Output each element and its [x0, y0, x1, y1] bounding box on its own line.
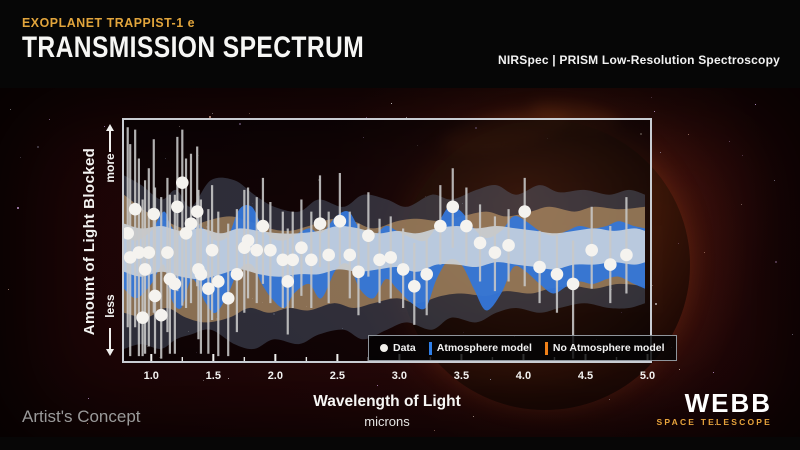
- data-point: [473, 236, 487, 250]
- artists-concept-label: Artist's Concept: [22, 407, 141, 426]
- legend-dot-swatch: [380, 344, 388, 352]
- data-point: [161, 246, 174, 259]
- data-point: [132, 246, 146, 259]
- data-point: [241, 234, 255, 247]
- bottom-strip: [0, 437, 800, 450]
- data-point: [230, 267, 244, 281]
- data-point: [322, 248, 335, 262]
- webb-logo: WEBB SPACE TELESCOPE: [657, 390, 773, 427]
- data-point: [362, 229, 375, 242]
- legend-label: Data: [393, 342, 416, 354]
- arrow-down-line: [109, 328, 111, 349]
- data-point: [194, 267, 208, 281]
- data-point: [250, 243, 264, 257]
- data-point: [154, 308, 168, 322]
- legend-bar-swatch: [544, 341, 548, 355]
- legend-item: No Atmosphere model: [544, 341, 665, 355]
- band-no-atmosphere-model: [124, 223, 645, 280]
- data-point: [171, 200, 184, 214]
- data-point: [147, 207, 161, 221]
- data-point: [396, 263, 410, 276]
- legend: Data Atmosphere model No Atmosphere model: [368, 335, 677, 361]
- legend-item: Atmosphere model: [428, 341, 532, 355]
- data-point: [313, 217, 327, 230]
- header: EXOPLANET TRAPPIST-1 e TRANSMISSION SPEC…: [0, 0, 800, 88]
- y-axis-label: Amount of Light Blocked: [81, 147, 98, 336]
- data-point: [256, 219, 270, 233]
- data-point: [205, 243, 219, 257]
- legend-bar-swatch: [428, 341, 432, 355]
- data-point: [184, 217, 198, 230]
- x-axis-label: Wavelength of Light: [313, 393, 461, 410]
- data-point: [518, 205, 532, 218]
- data-point: [136, 311, 149, 324]
- legend-item: Data: [380, 342, 416, 354]
- legend-label: Atmosphere model: [436, 342, 532, 354]
- page-title: TRANSMISSION SPECTRUM: [22, 31, 365, 64]
- exoplanet-kicker: EXOPLANET TRAPPIST-1 e: [22, 15, 196, 30]
- y-annotation-less: less: [103, 294, 117, 318]
- webb-logo-text: WEBB: [684, 388, 772, 418]
- data-point: [533, 260, 546, 274]
- legend-items: Data Atmosphere model No Atmosphere model: [380, 341, 665, 355]
- data-point: [202, 282, 215, 295]
- data-point: [550, 267, 564, 281]
- data-point: [176, 176, 189, 189]
- arrow-up-icon: [106, 124, 114, 131]
- data-point: [407, 279, 421, 293]
- data-point: [434, 219, 447, 233]
- data-point: [148, 289, 162, 303]
- data-point: [420, 267, 433, 281]
- data-point: [384, 251, 398, 264]
- spectrum-chart: [124, 127, 649, 361]
- data-point: [264, 243, 277, 257]
- data-point: [502, 239, 515, 252]
- data-point: [142, 246, 156, 259]
- data-point: [305, 253, 318, 267]
- data-point: [620, 248, 633, 262]
- data-point: [128, 202, 142, 216]
- data-point: [295, 241, 308, 255]
- arrow-down-icon: [106, 349, 114, 356]
- data-point: [333, 214, 347, 228]
- y-annotation-more: more: [103, 153, 117, 183]
- data-point: [352, 265, 365, 279]
- data-point: [566, 277, 580, 291]
- arrow-up-line: [109, 131, 111, 152]
- data-point: [286, 253, 300, 267]
- data-point: [343, 248, 357, 262]
- data-point: [585, 243, 598, 257]
- plot-area: Data Atmosphere model No Atmosphere model: [122, 118, 677, 363]
- data-point: [179, 226, 193, 240]
- data-point: [604, 258, 617, 271]
- data-point: [488, 246, 502, 259]
- data-point: [373, 253, 386, 267]
- data-point: [211, 275, 225, 288]
- data-point: [124, 226, 135, 240]
- legend-label: No Atmosphere model: [552, 342, 665, 354]
- x-axis-unit: microns: [364, 414, 410, 429]
- data-point: [221, 292, 235, 305]
- data-point: [446, 200, 460, 214]
- data-point: [168, 277, 182, 291]
- data-point: [138, 263, 152, 276]
- data-point: [460, 219, 473, 233]
- webb-logo-subtext: SPACE TELESCOPE: [656, 417, 772, 427]
- data-point: [190, 205, 204, 218]
- data-point: [281, 275, 295, 288]
- data-point: [276, 253, 290, 267]
- instrument-subtitle: NIRSpec | PRISM Low-Resolution Spectrosc…: [498, 53, 780, 67]
